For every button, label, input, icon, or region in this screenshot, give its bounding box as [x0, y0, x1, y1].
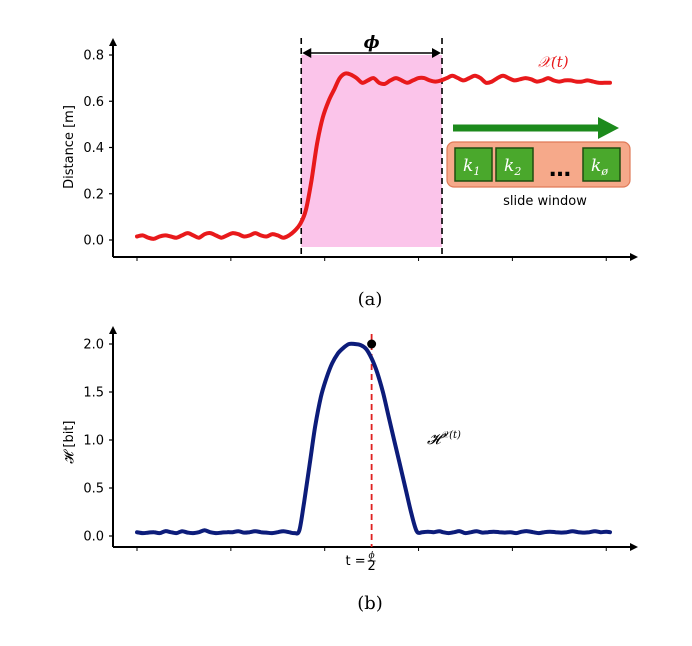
- x-axis-arrow: [630, 253, 638, 261]
- x-tick-label-numerator: ϕ: [369, 551, 375, 561]
- slide-window-label: slide window: [503, 194, 587, 209]
- panel-label-a: (a): [358, 289, 383, 310]
- series-line-distance: [135, 71, 612, 241]
- window-phi-label: ϕ: [364, 33, 380, 53]
- series-label-entropy: 𝓗𝒳(t): [427, 430, 461, 448]
- y-tick-label: 0.8: [83, 49, 104, 64]
- y-axis-arrow: [109, 38, 117, 46]
- slide-key-label-2: k2: [504, 156, 521, 178]
- y-tick-label: 0.4: [83, 141, 104, 156]
- slide-key-1: [454, 147, 493, 182]
- x-tick-label-denominator: 2: [367, 559, 375, 574]
- y-axis-label-distance: Distance [m]: [62, 105, 77, 189]
- series-label-distance: 𝒳(t): [538, 53, 569, 71]
- y-tick-label: 0.2: [83, 187, 104, 202]
- x-tick-label-prefix: t =: [345, 554, 365, 569]
- slide-ellipsis: …: [549, 157, 571, 182]
- y-tick-label: 0.5: [83, 482, 104, 497]
- y-tick-label: 0.0: [83, 234, 104, 249]
- window-arrowhead-right: [432, 48, 442, 58]
- y-tick-label: 2.0: [83, 338, 104, 353]
- slide-key-2: [495, 147, 534, 182]
- window-highlight: [301, 55, 443, 247]
- slide-arrow-head: [598, 117, 619, 139]
- y-axis-arrow: [109, 326, 117, 334]
- y-axis-label-entropy: 𝓗 [bit]: [62, 421, 77, 464]
- y-tick-label: 0.0: [83, 530, 104, 545]
- window-arrowhead-left: [302, 48, 312, 58]
- panel-label-b: (b): [357, 593, 383, 614]
- x-axis-arrow: [630, 543, 638, 551]
- slide-key-label-3: kø: [591, 156, 608, 178]
- y-tick-label: 1.5: [83, 386, 104, 401]
- y-tick-label: 0.6: [83, 95, 104, 110]
- chart-panel-b: 0.0 0.5 1.0 1.5 2.0 𝓗𝒳(t) t = ϕ2 𝓗 [bit] (b): [62, 326, 638, 614]
- slide-key-label-1: k1: [463, 156, 480, 178]
- slide-key-3: [582, 147, 621, 182]
- series-line-entropy: [135, 341, 612, 536]
- chart-panel-a: ϕ 0.0 0.2 0.4 0.6 0.8 𝒳(t) Distance [m] k1 k2 kø … s…: [62, 33, 638, 310]
- y-tick-label: 1.0: [83, 434, 104, 449]
- peak-marker: [367, 339, 377, 349]
